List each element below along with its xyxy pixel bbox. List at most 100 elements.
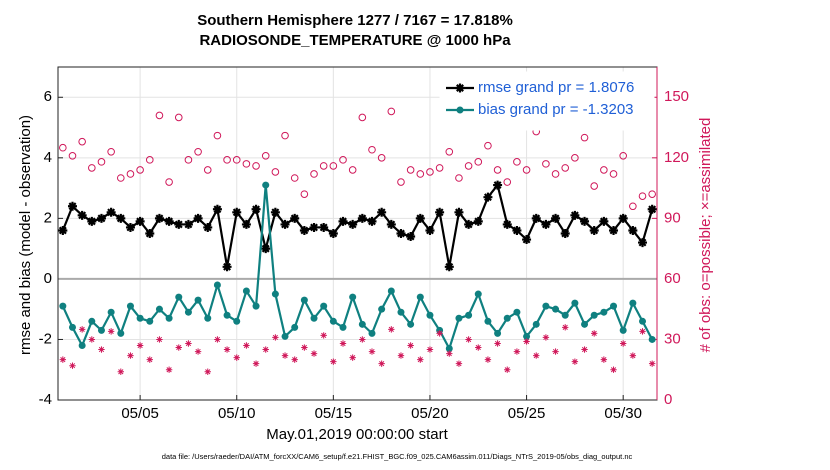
rmse-marker: [135, 216, 145, 226]
rmse-marker: [299, 225, 309, 235]
rmse-marker: [618, 213, 628, 223]
assimilated-obs-marker: [136, 342, 144, 349]
possible-obs-marker: [126, 170, 135, 178]
rmse-marker: [106, 207, 116, 217]
bias-marker: [59, 302, 67, 310]
assimilated-obs-marker: [610, 366, 617, 373]
rmse-marker: [454, 207, 464, 217]
possible-obs-marker: [377, 154, 386, 162]
assimilated-obs-marker: [465, 336, 472, 343]
possible-obs-marker: [232, 156, 241, 164]
assimilated-obs-marker: [397, 352, 405, 359]
assimilated-obs-marker: [388, 326, 395, 333]
possible-obs-marker: [174, 113, 183, 122]
bias-marker: [600, 308, 608, 316]
bias-marker: [465, 311, 473, 319]
bias-marker: [126, 302, 134, 310]
assimilated-obs-marker: [571, 358, 579, 365]
bias-marker: [262, 181, 270, 189]
bias-marker: [233, 317, 241, 325]
rmse-marker: [58, 225, 68, 235]
x-axis-label: May.01,2019 00:00:00 start: [266, 426, 448, 443]
possible-obs-marker: [387, 107, 396, 116]
possible-obs-marker: [68, 152, 77, 160]
assimilated-obs-marker: [629, 352, 637, 359]
rmse-marker: [406, 232, 416, 242]
possible-obs-marker: [329, 162, 338, 170]
rmse-marker: [444, 262, 454, 272]
possible-obs-marker: [310, 170, 318, 178]
bias-marker: [97, 326, 105, 334]
assimilated-obs-marker: [533, 352, 540, 359]
possible-obs-marker: [145, 156, 154, 164]
bias-marker: [590, 311, 598, 319]
bias-marker: [146, 317, 154, 325]
assimilated-obs-marker: [407, 342, 414, 349]
rmse-marker: [464, 219, 474, 229]
rmse-marker: [270, 207, 280, 217]
bias-marker: [523, 332, 531, 340]
y2-tick-label: 150: [664, 88, 689, 105]
y2-tick-label: 90: [664, 209, 681, 226]
rmse-marker: [338, 216, 348, 226]
assimilated-obs-marker: [494, 340, 501, 347]
rmse-marker: [174, 219, 184, 229]
rmse-marker: [290, 213, 300, 223]
assimilated-obs-marker: [194, 348, 202, 355]
rmse-marker: [77, 210, 87, 220]
possible-obs-marker: [484, 141, 492, 150]
rmse-marker: [125, 222, 135, 232]
rmse-marker: [87, 216, 97, 226]
assimilated-obs-marker: [175, 344, 182, 351]
bias-marker: [581, 320, 589, 328]
assimilated-obs-marker: [320, 332, 327, 339]
assimilated-obs-marker: [156, 336, 163, 343]
bias-marker: [407, 320, 415, 328]
assimilated-obs-marker: [591, 330, 598, 337]
bias-marker: [503, 314, 511, 322]
assimilated-obs-marker: [88, 336, 96, 343]
rmse-marker: [589, 225, 599, 235]
assimilated-obs-marker: [484, 356, 492, 363]
bias-marker: [571, 299, 579, 307]
rmse-marker: [502, 219, 512, 229]
possible-obs-marker: [261, 152, 270, 160]
possible-obs-marker: [203, 166, 212, 174]
rmse-marker: [212, 204, 222, 214]
y2-tick-label: 120: [664, 149, 689, 166]
bias-marker: [339, 323, 347, 331]
possible-obs-marker: [600, 166, 608, 174]
possible-obs-marker: [416, 170, 425, 178]
rmse-marker: [203, 222, 213, 232]
rmse-marker: [145, 229, 155, 238]
possible-obs-marker: [609, 170, 618, 178]
assimilated-obs-marker: [639, 328, 646, 335]
possible-obs-marker: [551, 170, 560, 178]
rmse-marker: [609, 225, 619, 235]
bias-marker: [532, 320, 540, 328]
bias-marker: [445, 345, 453, 353]
possible-obs-marker: [252, 162, 260, 170]
bias-marker: [165, 314, 173, 322]
assimilated-obs-marker: [214, 336, 221, 343]
assimilated-obs-marker: [446, 350, 453, 357]
assimilated-obs-marker: [600, 356, 608, 363]
rmse-marker: [415, 213, 425, 223]
y2-tick-label: 30: [664, 330, 681, 347]
assimilated-obs-marker: [281, 352, 289, 359]
rmse-marker: [367, 216, 377, 226]
assimilated-obs-marker: [117, 368, 124, 375]
assimilated-obs-marker: [368, 348, 376, 355]
y-tick-label: 2: [44, 209, 52, 226]
possible-obs-marker: [300, 190, 309, 198]
rmse-marker: [67, 201, 77, 211]
bias-marker: [68, 323, 76, 331]
bias-marker: [213, 281, 221, 289]
bias-marker: [310, 314, 318, 322]
possible-obs-marker: [435, 164, 444, 172]
rmse-marker: [319, 222, 329, 232]
rmse-marker: [164, 216, 174, 226]
bias-marker: [117, 329, 125, 337]
rmse-marker: [425, 225, 435, 235]
